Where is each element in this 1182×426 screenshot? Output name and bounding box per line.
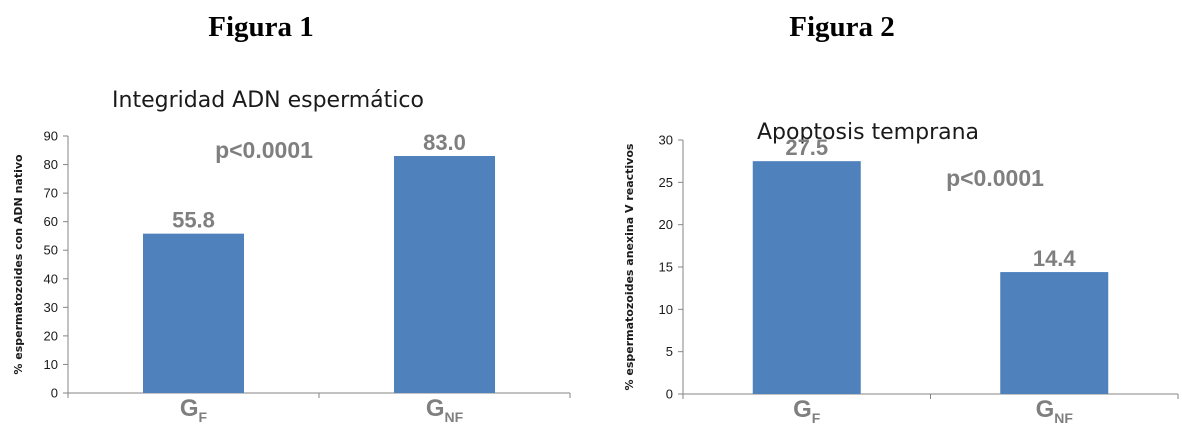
category-subscript: NF xyxy=(445,409,464,425)
y-tick-label: 10 xyxy=(44,357,58,372)
y-axis-label: % espermatozoides anexina V reactivos xyxy=(623,143,636,390)
y-tick-label: 80 xyxy=(44,157,58,172)
chart-2: Figura 2 Apoptosis temprana % espermatozoi… xyxy=(623,11,1179,426)
category-label: GNF xyxy=(426,395,464,425)
category-label: GNF xyxy=(1036,396,1074,426)
y-tick-label: 30 xyxy=(659,133,673,148)
figure-heading: Figura 2 xyxy=(789,11,895,43)
category-main: G xyxy=(426,395,445,422)
data-label: 27.5 xyxy=(785,135,828,160)
bar xyxy=(394,155,495,393)
y-tick-label: 5 xyxy=(666,344,673,359)
category-main: G xyxy=(1036,396,1055,423)
y-tick-label: 10 xyxy=(659,302,673,317)
y-tick-label: 25 xyxy=(659,175,673,190)
bar xyxy=(752,161,861,394)
category-main: G xyxy=(180,395,199,422)
chart-1: Figura 1 Integridad ADN espermático % espe… xyxy=(12,11,571,425)
data-label: 14.4 xyxy=(1033,246,1077,271)
p-value-annotation: p<0.0001 xyxy=(215,137,313,163)
y-tick-label: 60 xyxy=(44,214,58,229)
chart-title: Apoptosis temprana xyxy=(757,120,979,145)
y-tick-label: 0 xyxy=(51,386,58,401)
p-value-annotation: p<0.0001 xyxy=(946,165,1044,191)
data-label: 83.0 xyxy=(423,130,466,155)
y-tick-label: 70 xyxy=(44,186,58,201)
bar xyxy=(1000,272,1109,394)
y-tick-label: 30 xyxy=(44,300,58,315)
category-subscript: NF xyxy=(1054,410,1073,426)
y-tick-label: 20 xyxy=(44,328,58,343)
figure-heading: Figura 1 xyxy=(208,11,314,43)
y-tick-label: 15 xyxy=(659,260,673,275)
category-subscript: F xyxy=(812,410,821,426)
bar xyxy=(143,233,244,393)
chart-title: Integridad ADN espermático xyxy=(112,88,424,113)
y-tick-label: 20 xyxy=(659,217,673,232)
category-subscript: F xyxy=(199,409,208,425)
y-tick-label: 90 xyxy=(44,129,58,144)
y-tick-label: 40 xyxy=(44,271,58,286)
category-main: G xyxy=(793,396,812,423)
y-axis-label: % espermatozoides con ADN nativo xyxy=(12,154,25,375)
data-label: 55.8 xyxy=(172,208,215,233)
category-label: GF xyxy=(793,396,821,426)
y-tick-label: 0 xyxy=(666,387,673,402)
category-label: GF xyxy=(180,395,208,425)
y-tick-label: 50 xyxy=(44,243,58,258)
